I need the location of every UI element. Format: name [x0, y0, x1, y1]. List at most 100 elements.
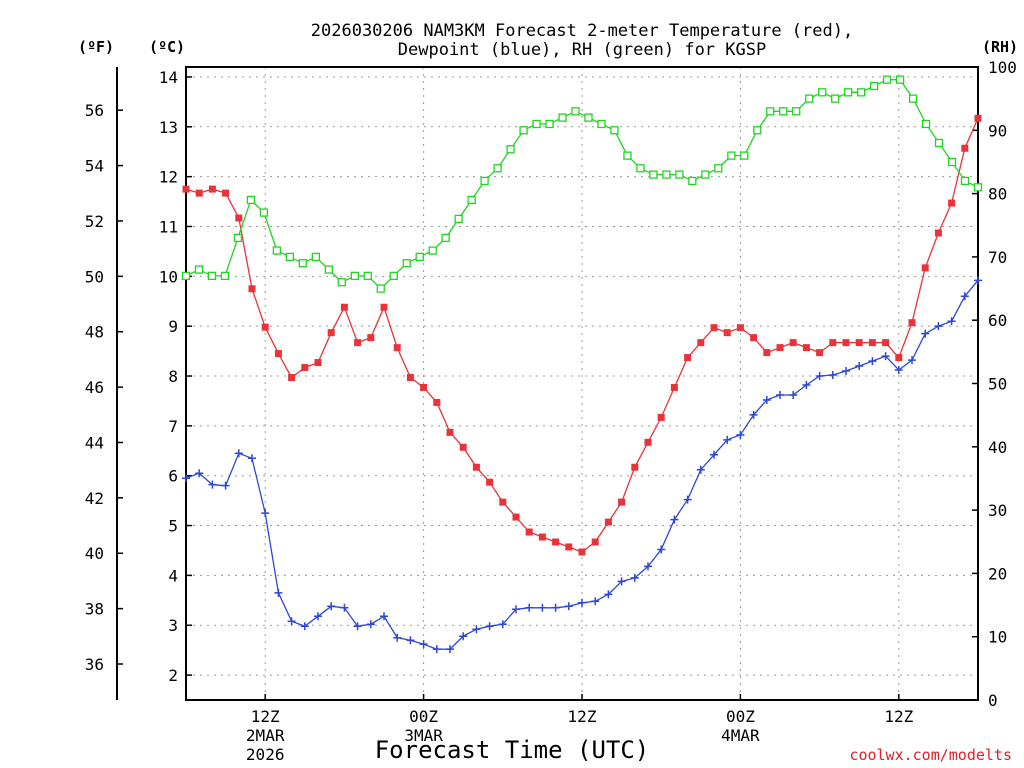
- dewpoint-point: [868, 357, 877, 366]
- dewpoint-point: [749, 410, 758, 419]
- dewpoint-point: [380, 612, 388, 621]
- temperature-point: [908, 319, 916, 327]
- x-tick-label: 12Z: [884, 707, 913, 726]
- rh-point: [960, 176, 970, 186]
- f-tick-label: 36: [85, 655, 104, 674]
- dewpoint-point: [432, 645, 441, 654]
- rh-point: [324, 265, 333, 274]
- dewpoint-point: [525, 603, 534, 612]
- x-tick-date: 3MAR: [404, 726, 443, 745]
- c-tick-label: 12: [159, 168, 178, 187]
- credit-text: coolwx.com/modelts: [849, 746, 1012, 764]
- rh-point: [921, 119, 931, 129]
- temperature-point: [816, 349, 824, 357]
- dewpoint-point: [591, 597, 600, 606]
- rh-point: [869, 81, 879, 91]
- temperature-point: [934, 229, 942, 237]
- rh-point: [753, 126, 762, 135]
- temperature-point: [340, 303, 348, 311]
- c-tick-label: 4: [168, 566, 178, 585]
- x-tick-date: 4MAR: [721, 726, 760, 745]
- temperature-point: [393, 344, 401, 352]
- temperature-point: [644, 438, 652, 446]
- dewpoint-point: [670, 515, 679, 524]
- f-tick-label: 44: [85, 433, 104, 452]
- rh-tick-label: 80: [988, 185, 1007, 204]
- series-2: [181, 75, 983, 293]
- temperature-point: [208, 185, 216, 193]
- rh-point: [740, 151, 749, 160]
- rh-point: [285, 252, 295, 262]
- rh-point: [649, 170, 658, 179]
- dewpoint-point: [723, 435, 732, 444]
- dewpoint-point: [947, 317, 956, 326]
- temperature-point: [723, 329, 731, 337]
- rh-point: [311, 252, 320, 262]
- dewpoint-point: [472, 625, 481, 634]
- rh-point: [895, 75, 905, 84]
- temperature-point: [736, 324, 744, 332]
- rh-point: [623, 151, 632, 160]
- dewpoint-point: [419, 640, 428, 649]
- dewpoint-point: [248, 454, 256, 463]
- temperature-point: [882, 339, 890, 347]
- dewpoint-point: [300, 622, 309, 631]
- rh-tick-label: 40: [988, 438, 1007, 457]
- temperature-point: [182, 185, 190, 193]
- temperature-point: [446, 428, 454, 436]
- chart-title-line1: 2026030206 NAM3KM Forecast 2-meter Tempe…: [311, 21, 853, 41]
- f-tick-label: 56: [85, 101, 104, 120]
- axis-ticks: 2345678910111213140102030405060708090100…: [85, 58, 1017, 764]
- rh-point: [272, 246, 282, 255]
- rh-tick-label: 10: [988, 628, 1007, 647]
- temperature-point: [697, 339, 705, 347]
- rh-point: [207, 271, 217, 281]
- dewpoint-point: [287, 617, 296, 626]
- rh-point: [662, 170, 671, 179]
- grid-lines: [186, 67, 978, 700]
- rh-point: [259, 208, 269, 217]
- dewpoint-point: [578, 598, 586, 607]
- rh-point: [376, 284, 385, 293]
- temperature-point: [868, 339, 876, 347]
- x-tick-label: 00Z: [409, 707, 438, 726]
- rh-point: [532, 119, 541, 129]
- temperature-point: [670, 383, 678, 391]
- rh-point: [558, 113, 567, 122]
- temperature-point: [802, 344, 810, 352]
- temperature-point: [406, 374, 414, 382]
- rh-point: [701, 170, 710, 179]
- c-tick-label: 9: [168, 317, 178, 336]
- rh-tick-label: 30: [988, 501, 1007, 520]
- c-tick-label: 14: [159, 68, 178, 87]
- f-tick-label: 52: [85, 212, 104, 231]
- c-tick-label: 3: [168, 616, 178, 635]
- rh-point: [908, 94, 918, 103]
- rh-point: [792, 107, 801, 116]
- temperature-point: [948, 199, 956, 207]
- dewpoint-point: [485, 622, 494, 631]
- temperature-point: [657, 413, 665, 421]
- dewpoint-point: [182, 474, 190, 483]
- temperature-point: [420, 383, 428, 391]
- dewpoint-point: [657, 545, 666, 554]
- temperature-point: [288, 374, 296, 382]
- dewpoint-point: [974, 276, 982, 285]
- rh-point: [337, 278, 346, 287]
- temperature-point: [842, 339, 850, 347]
- dewpoint-point: [683, 495, 692, 504]
- temperature-point: [367, 334, 375, 342]
- dewpoint-point: [696, 465, 705, 474]
- rh-point: [441, 233, 450, 243]
- f-tick-label: 54: [85, 157, 104, 176]
- dewpoint-point: [881, 352, 890, 361]
- rh-tick-label: 100: [988, 58, 1017, 77]
- temperature-point: [486, 478, 494, 486]
- dewpoint-point: [406, 636, 415, 645]
- rh-point: [947, 157, 957, 167]
- dewpoint-point: [208, 480, 217, 489]
- rh-point: [194, 265, 204, 274]
- dewpoint-point: [710, 450, 718, 459]
- temperature-point: [604, 518, 612, 526]
- dewpoint-point: [446, 645, 454, 654]
